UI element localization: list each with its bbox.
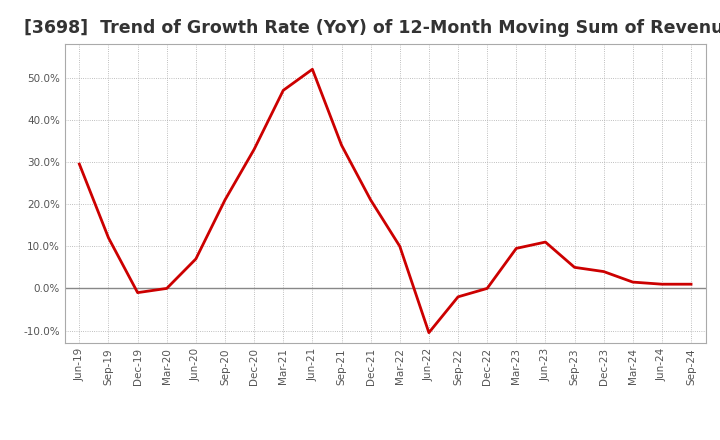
- Title: [3698]  Trend of Growth Rate (YoY) of 12-Month Moving Sum of Revenues: [3698] Trend of Growth Rate (YoY) of 12-…: [24, 19, 720, 37]
